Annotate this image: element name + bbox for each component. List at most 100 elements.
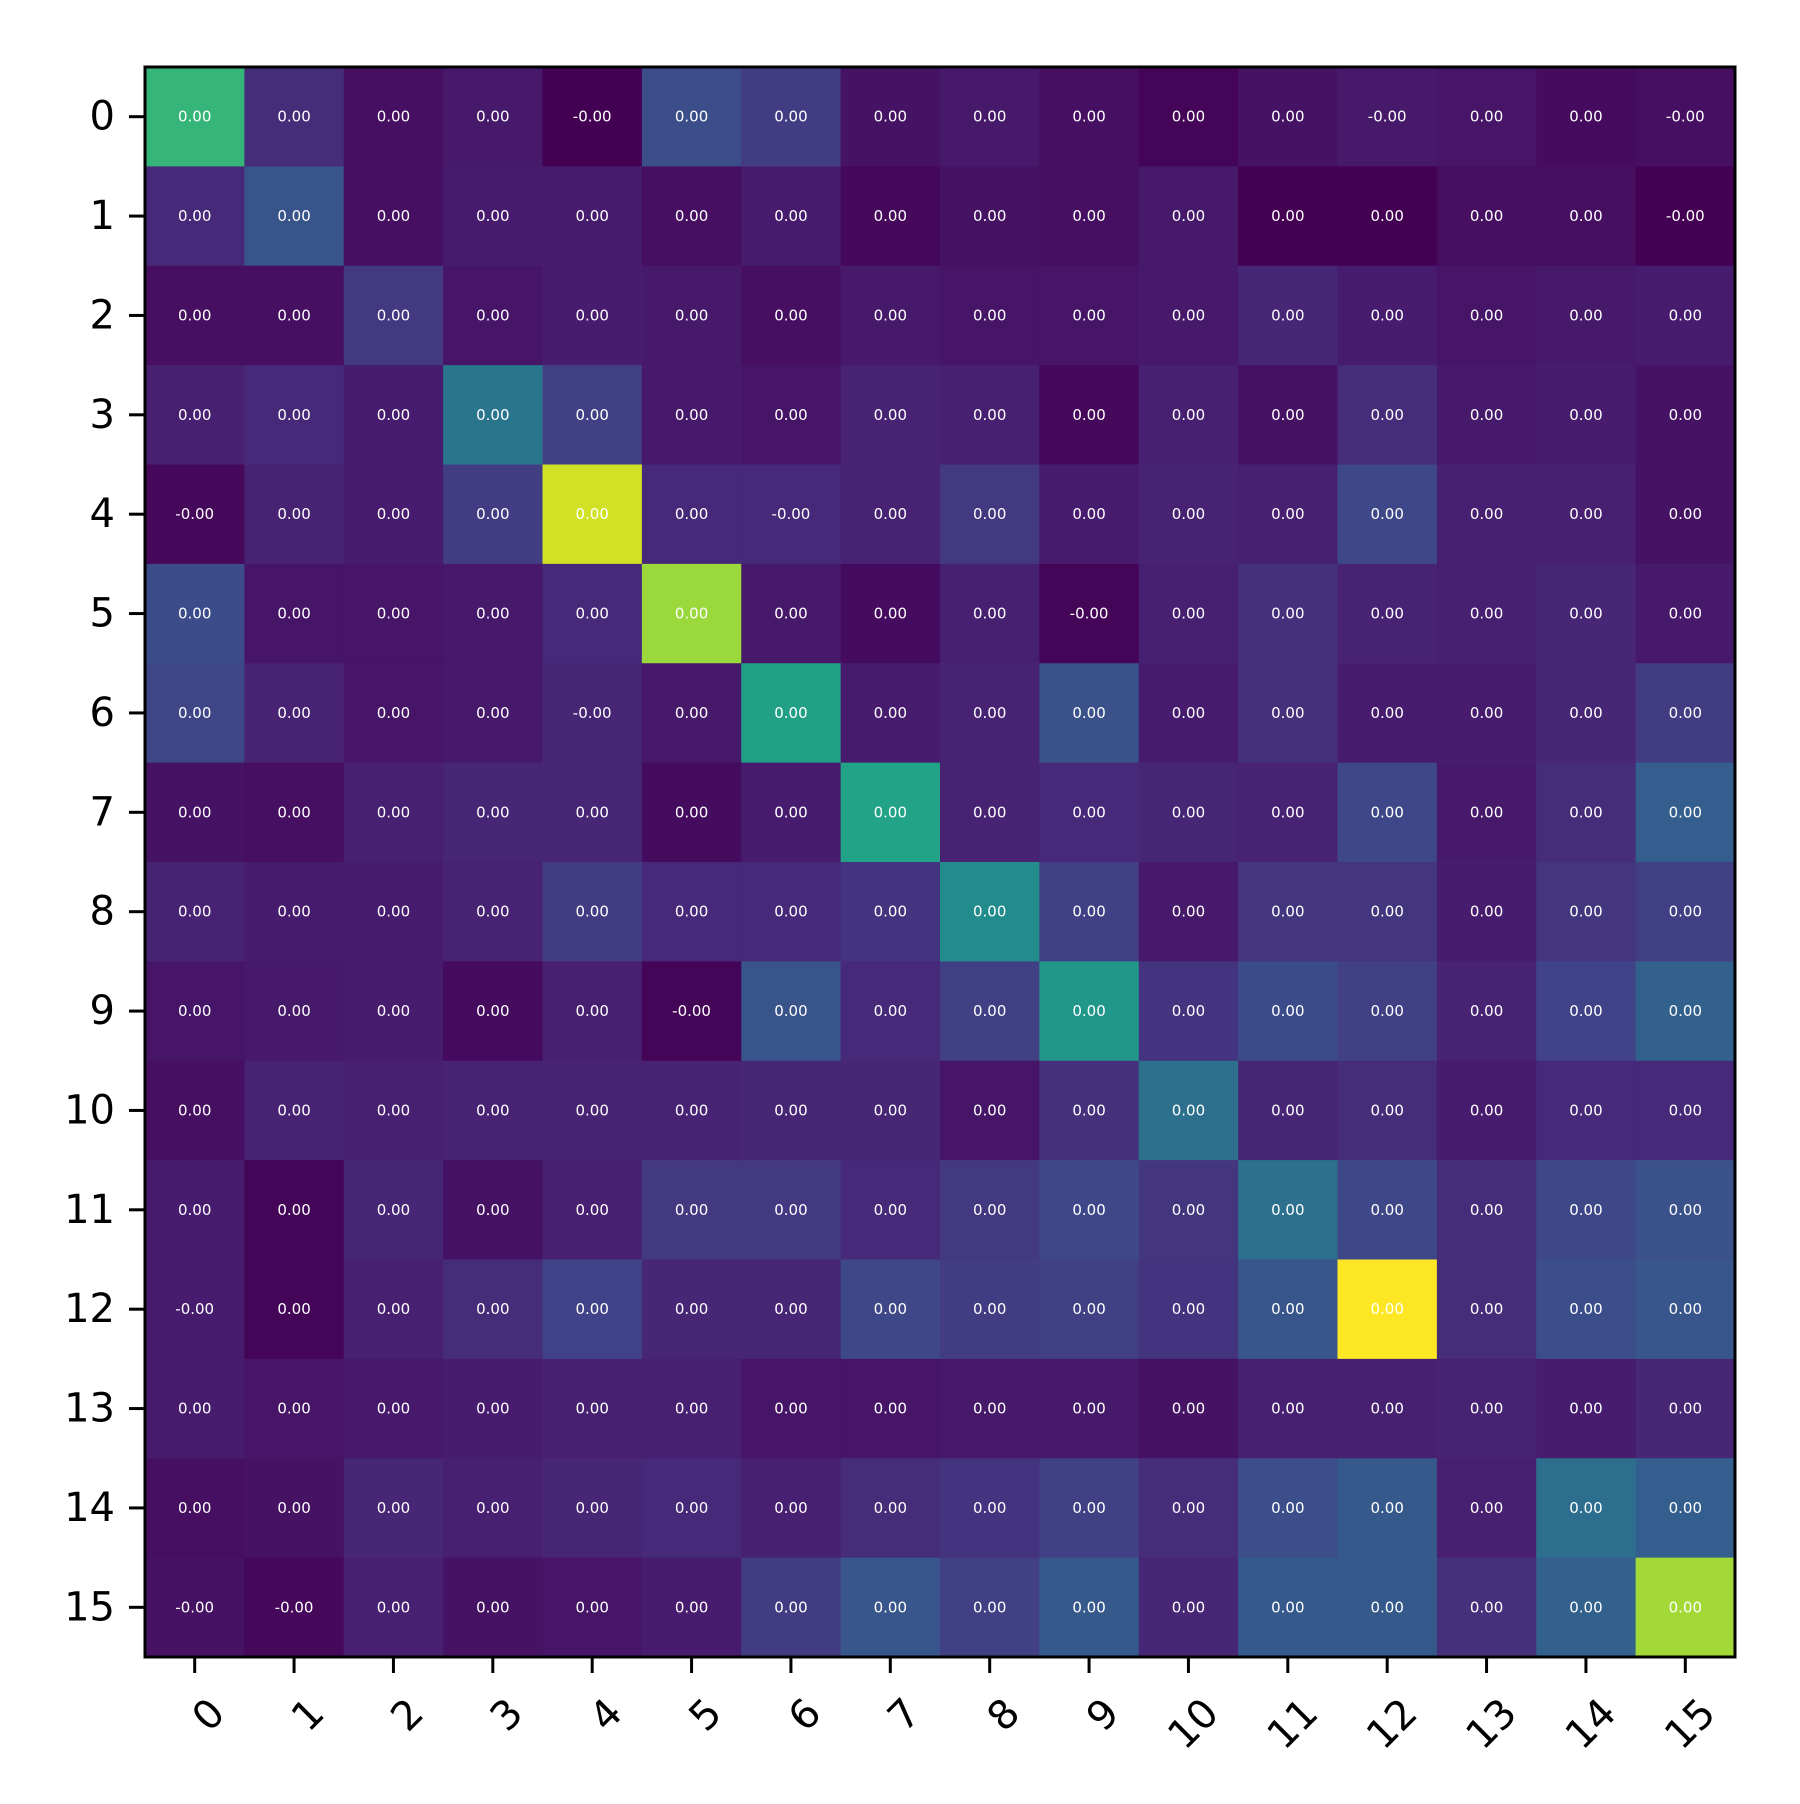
heatmap-cell-r14-c15 xyxy=(1635,1458,1736,1559)
cell-label-r9-c7: 0.00 xyxy=(874,1002,907,1020)
cell-label-r7-c2: 0.00 xyxy=(377,803,410,821)
cell-label-r7-c11: 0.00 xyxy=(1271,803,1304,821)
heatmap-cell-r6-c5 xyxy=(641,663,742,764)
cell-label-r2-c9: 0.00 xyxy=(1072,306,1105,324)
cell-label-r11-c8: 0.00 xyxy=(973,1201,1006,1219)
heatmap-cell-r2-c1 xyxy=(244,265,345,366)
cell-label-r11-c10: 0.00 xyxy=(1172,1201,1205,1219)
heatmap-cell-r6-c12 xyxy=(1337,663,1438,764)
cell-label-r6-c12: 0.00 xyxy=(1370,704,1403,722)
cell-label-r7-c6: 0.00 xyxy=(774,803,807,821)
cell-label-r14-c12: 0.00 xyxy=(1370,1499,1403,1517)
heatmap-cell-r7-c5 xyxy=(641,762,742,863)
y-tick-label-6: 6 xyxy=(90,690,115,736)
heatmap-cell-r1-c1 xyxy=(244,166,345,267)
heatmap-cell-r1-c15 xyxy=(1635,166,1736,267)
cell-label-r5-c14: 0.00 xyxy=(1569,605,1602,623)
cell-label-r8-c14: 0.00 xyxy=(1569,903,1602,921)
heatmap-cell-r4-c0 xyxy=(145,464,245,565)
cell-label-r10-c13: 0.00 xyxy=(1470,1101,1503,1119)
cell-label-r8-c0: 0.00 xyxy=(178,903,211,921)
cell-label-r11-c3: 0.00 xyxy=(476,1201,509,1219)
cell-label-r8-c4: 0.00 xyxy=(575,903,608,921)
heatmap-cell-r13-c4 xyxy=(542,1358,643,1459)
cell-label-r1-c10: 0.00 xyxy=(1172,207,1205,225)
heatmap-cell-r10-c7 xyxy=(840,1060,941,1161)
heatmap-cell-r15-c13 xyxy=(1436,1557,1537,1658)
heatmap-cell-r3-c4 xyxy=(542,365,643,465)
cell-label-r14-c14: 0.00 xyxy=(1569,1499,1602,1517)
heatmap-cell-r6-c13 xyxy=(1436,663,1537,764)
heatmap-cell-r11-c1 xyxy=(244,1160,345,1260)
cell-label-r12-c2: 0.00 xyxy=(377,1300,410,1318)
heatmap-cell-r2-c11 xyxy=(1238,265,1338,366)
cell-label-r7-c4: 0.00 xyxy=(575,803,608,821)
cell-label-r8-c5: 0.00 xyxy=(675,903,708,921)
heatmap-cell-r12-c2 xyxy=(343,1259,444,1360)
cell-label-r4-c5: 0.00 xyxy=(675,505,708,523)
cell-label-r15-c12: 0.00 xyxy=(1370,1598,1403,1616)
cell-label-r13-c5: 0.00 xyxy=(675,1400,708,1418)
heatmap-cell-r15-c3 xyxy=(443,1557,543,1658)
y-tick-label-4: 4 xyxy=(90,491,115,537)
heatmap-cell-r3-c9 xyxy=(1039,365,1140,465)
cell-label-r0-c9: 0.00 xyxy=(1072,108,1105,126)
cell-label-r14-c1: 0.00 xyxy=(277,1499,310,1517)
heatmap-cell-r6-c1 xyxy=(244,663,345,764)
cell-label-r12-c10: 0.00 xyxy=(1172,1300,1205,1318)
heatmap-cell-r8-c9 xyxy=(1039,862,1140,962)
y-tick-label-2: 2 xyxy=(90,292,115,338)
heatmap-cell-r7-c11 xyxy=(1238,762,1338,863)
cell-label-r6-c13: 0.00 xyxy=(1470,704,1503,722)
cell-label-r10-c1: 0.00 xyxy=(277,1101,310,1119)
heatmap-cell-r4-c7 xyxy=(840,464,941,565)
heatmap-cell-r0-c3 xyxy=(443,67,543,167)
heatmap-cell-r3-c11 xyxy=(1238,365,1338,465)
cell-label-r9-c3: 0.00 xyxy=(476,1002,509,1020)
heatmap-cell-r11-c13 xyxy=(1436,1160,1537,1260)
heatmap-cell-r15-c12 xyxy=(1337,1557,1438,1658)
heatmap-cell-r13-c1 xyxy=(244,1358,345,1459)
heatmap-cell-r12-c4 xyxy=(542,1259,643,1360)
cell-label-r15-c9: 0.00 xyxy=(1072,1598,1105,1616)
cell-label-r4-c14: 0.00 xyxy=(1569,505,1602,523)
cell-label-r2-c4: 0.00 xyxy=(575,306,608,324)
cell-label-r0-c14: 0.00 xyxy=(1569,108,1602,126)
cell-label-r5-c1: 0.00 xyxy=(277,605,310,623)
heatmap-cell-r6-c6 xyxy=(741,663,842,764)
cell-label-r1-c0: 0.00 xyxy=(178,207,211,225)
heatmap-cell-r6-c9 xyxy=(1039,663,1140,764)
y-tick-label-15: 15 xyxy=(64,1584,115,1630)
cell-label-r10-c15: 0.00 xyxy=(1669,1101,1702,1119)
heatmap-cell-r0-c2 xyxy=(343,67,444,167)
heatmap-cell-r12-c15 xyxy=(1635,1259,1736,1360)
heatmap-cell-r3-c2 xyxy=(343,365,444,465)
heatmap-cell-r6-c2 xyxy=(343,663,444,764)
cell-label-r6-c14: 0.00 xyxy=(1569,704,1602,722)
cell-label-r0-c5: 0.00 xyxy=(675,108,708,126)
heatmap-cell-r9-c9 xyxy=(1039,961,1140,1062)
heatmap-cell-r3-c8 xyxy=(940,365,1040,465)
cell-label-r3-c15: 0.00 xyxy=(1669,406,1702,424)
heatmap-cell-r12-c7 xyxy=(840,1259,941,1360)
cell-label-r5-c4: 0.00 xyxy=(575,605,608,623)
heatmap-cell-r13-c7 xyxy=(840,1358,941,1459)
cell-label-r8-c1: 0.00 xyxy=(277,903,310,921)
cell-label-r12-c7: 0.00 xyxy=(874,1300,907,1318)
heatmap-cell-r6-c0 xyxy=(145,663,245,764)
heatmap-cell-r7-c8 xyxy=(940,762,1040,863)
cell-label-r13-c10: 0.00 xyxy=(1172,1400,1205,1418)
cell-label-r11-c9: 0.00 xyxy=(1072,1201,1105,1219)
cell-label-r13-c2: 0.00 xyxy=(377,1400,410,1418)
cell-label-r15-c8: 0.00 xyxy=(973,1598,1006,1616)
heatmap-cell-r12-c11 xyxy=(1238,1259,1338,1360)
cell-label-r3-c6: 0.00 xyxy=(774,406,807,424)
heatmap-cell-r15-c5 xyxy=(641,1557,742,1658)
cell-label-r2-c15: 0.00 xyxy=(1669,306,1702,324)
heatmap-cell-r9-c4 xyxy=(542,961,643,1062)
heatmap-cell-r11-c3 xyxy=(443,1160,543,1260)
cell-label-r7-c5: 0.00 xyxy=(675,803,708,821)
heatmap-cell-r7-c14 xyxy=(1536,762,1637,863)
cell-label-r10-c11: 0.00 xyxy=(1271,1101,1304,1119)
heatmap-cell-r14-c8 xyxy=(940,1458,1040,1559)
